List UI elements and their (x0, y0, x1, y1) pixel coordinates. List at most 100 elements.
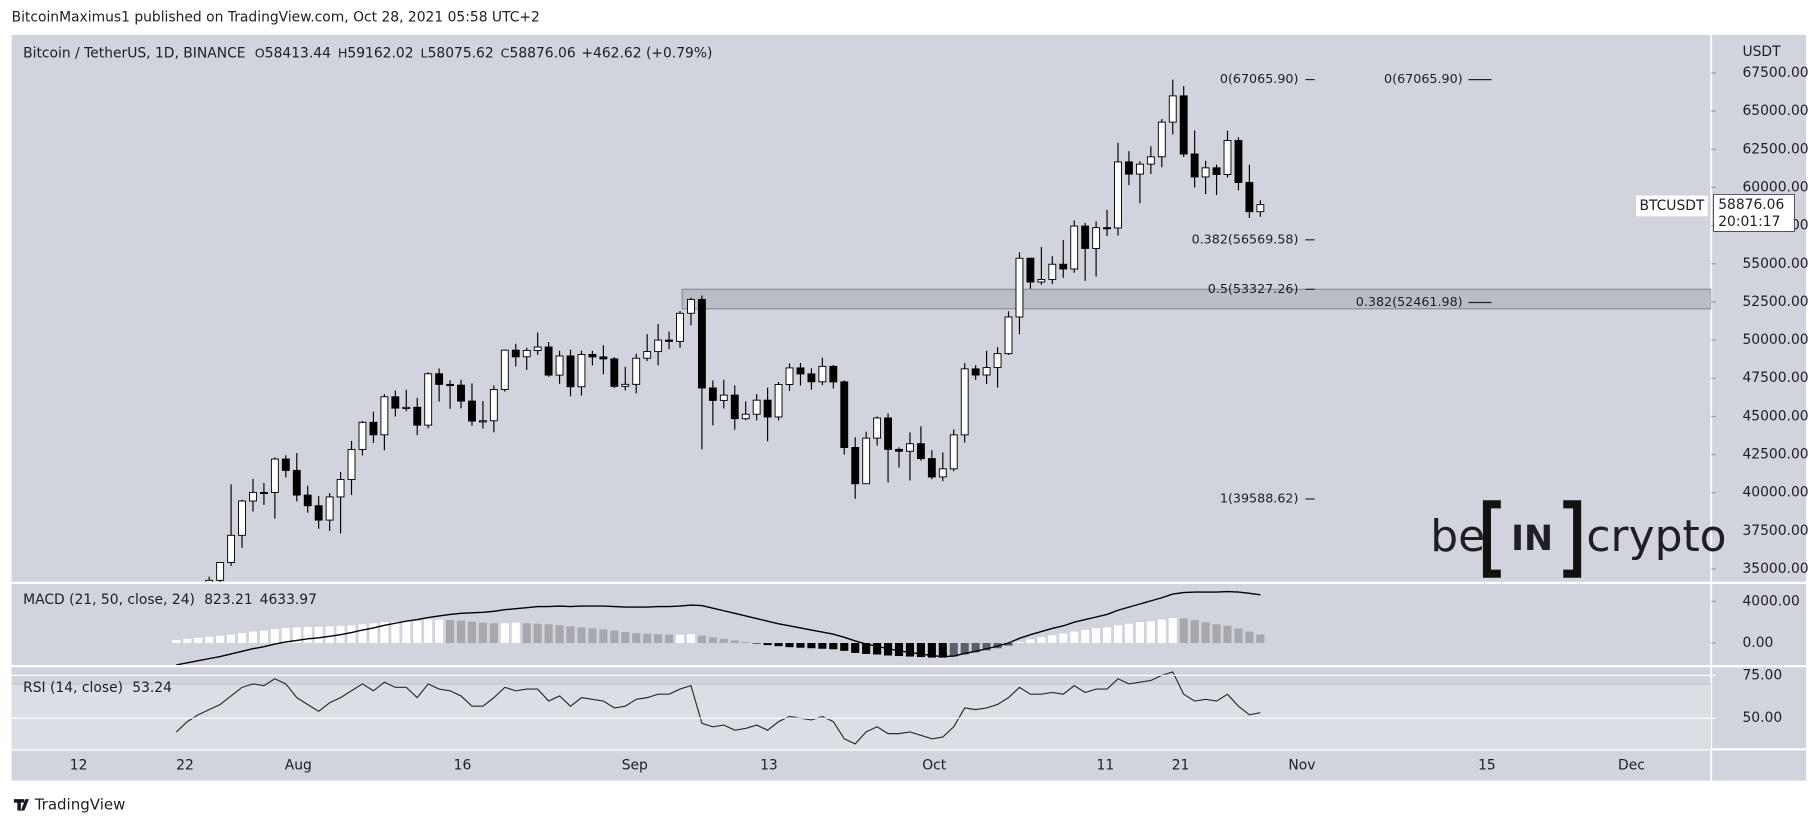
candle-body (347, 448, 356, 481)
macd-histogram-bar (697, 635, 706, 644)
macd-histogram-bar (1113, 625, 1123, 644)
candle-body (752, 399, 761, 415)
macd-histogram-bar (1026, 639, 1035, 644)
macd-histogram-bar (862, 643, 871, 654)
macd-histogram-bar (303, 626, 312, 644)
candle-body (971, 368, 980, 376)
candle-body (818, 365, 827, 383)
candle-body (566, 355, 575, 388)
ohlc-value: 58075.62 (428, 45, 494, 61)
macd-histogram-bar (1256, 634, 1265, 644)
y-tick-label: 62500.00 (1742, 141, 1808, 157)
macd-histogram-bar (391, 621, 400, 644)
candle-body (1070, 225, 1079, 270)
candle-body (369, 421, 378, 436)
candle-body (741, 413, 750, 420)
candle-body (895, 448, 903, 452)
candle-body (227, 534, 236, 563)
rsi-title: RSI (14, close) (23, 680, 123, 696)
candle-body (949, 434, 958, 470)
macd-histogram-bar (533, 623, 542, 644)
macd-histogram-bar (1212, 624, 1221, 644)
macd-histogram-bar (632, 633, 641, 644)
macd-legend: MACD (21, 50, close, 24) 823.21 4633.97 (23, 592, 317, 608)
candle-body (500, 349, 509, 390)
macd-histogram-bar (927, 643, 936, 658)
macd-histogram-bar (1234, 628, 1243, 644)
macd-histogram-bar (752, 643, 761, 644)
ohlc-value: 58876.06 (510, 45, 576, 61)
macd-histogram-bar (325, 626, 334, 644)
macd-histogram-bar (500, 623, 509, 644)
macd-histogram-bar (1004, 643, 1013, 646)
macd-histogram-bar (1037, 637, 1046, 644)
y-tick-label: 67500.00 (1742, 65, 1808, 81)
candle-body (457, 384, 465, 402)
candle-body (1092, 227, 1101, 249)
fib-label: 0.5(53327.26) (1208, 281, 1299, 296)
macd-histogram-bar (270, 628, 279, 644)
macd-histogram-bar (402, 621, 411, 644)
candle-body (336, 479, 345, 498)
macd-histogram-bar (358, 624, 367, 644)
candle-body (292, 469, 301, 496)
macd-histogram-bar (172, 639, 181, 644)
candle-body (1190, 153, 1199, 178)
footer-text: TradingView (34, 795, 126, 813)
macd-histogram-bar (916, 643, 925, 658)
candle-body (796, 367, 805, 375)
ohlc-key: O (255, 45, 265, 60)
macd-histogram-bar (1190, 620, 1199, 644)
macd-histogram-bar (840, 643, 849, 651)
candle-body (982, 367, 991, 376)
candle-body (478, 420, 487, 423)
fib-label: 1(39588.62) (1220, 490, 1299, 505)
macd-histogram-bar (205, 636, 214, 644)
ohlc-key: C (501, 45, 510, 60)
candle-body (906, 443, 914, 452)
candle-body (249, 491, 257, 502)
candle-body (1201, 167, 1210, 178)
x-tick-label: Oct (922, 758, 947, 774)
watermark-in: IN (1511, 519, 1553, 559)
candle-body (993, 353, 1002, 369)
candle-body (577, 353, 586, 388)
candle-body (1245, 181, 1254, 213)
candle-body (774, 384, 783, 418)
macd-histogram-bar (227, 634, 236, 644)
macd-histogram-bar (314, 626, 323, 644)
macd-histogram-bar (1157, 619, 1166, 644)
y-tick-label: 60000.00 (1742, 179, 1808, 195)
macd-histogram-bar (654, 634, 663, 644)
x-tick-label: Dec (1618, 758, 1645, 774)
macd-histogram-bar (938, 643, 947, 658)
macd-histogram-bar (949, 643, 958, 657)
macd-histogram-bar (665, 634, 674, 644)
footer-logo: TradingView (13, 795, 126, 813)
candle-body (1015, 257, 1024, 318)
macd-histogram-bar (446, 620, 455, 644)
macd-histogram-bar (435, 619, 444, 644)
candle-body (1081, 225, 1090, 249)
y-tick-label: 75.00 (1742, 667, 1782, 683)
candle-body (1223, 140, 1232, 175)
macd-histogram-bar (237, 633, 247, 644)
fib-label: 0.382(56569.58) (1192, 231, 1299, 246)
macd-title: MACD (21, 50, close, 24) (23, 592, 195, 608)
candle-body (632, 357, 641, 385)
ohlc-value: 58413.44 (265, 45, 331, 61)
watermark-crypto: crypto (1586, 511, 1726, 562)
watermark-bracket (1482, 500, 1582, 578)
macd-histogram-bar (905, 643, 915, 657)
candle-body (238, 500, 246, 536)
candle-body (380, 396, 389, 436)
x-tick-label: Nov (1288, 758, 1315, 774)
last-price: 58876.06 (1718, 197, 1784, 213)
macd-histogram-bar (292, 627, 301, 644)
y-tick-label: 65000.00 (1742, 103, 1808, 119)
rsi-value: 53.24 (132, 680, 172, 696)
candle-body (654, 339, 663, 353)
candle-body (511, 349, 520, 358)
